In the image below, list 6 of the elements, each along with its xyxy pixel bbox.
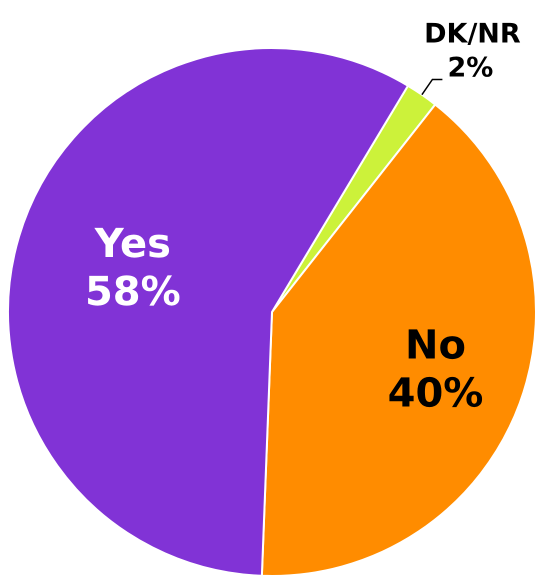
slice-label: No [405, 322, 466, 369]
slice-label: Yes [94, 220, 171, 267]
slice-label: DK/NR [424, 18, 521, 50]
data-label: 58% [84, 268, 181, 315]
data-label: 2% [447, 52, 494, 84]
data-label: 40% [388, 370, 484, 417]
